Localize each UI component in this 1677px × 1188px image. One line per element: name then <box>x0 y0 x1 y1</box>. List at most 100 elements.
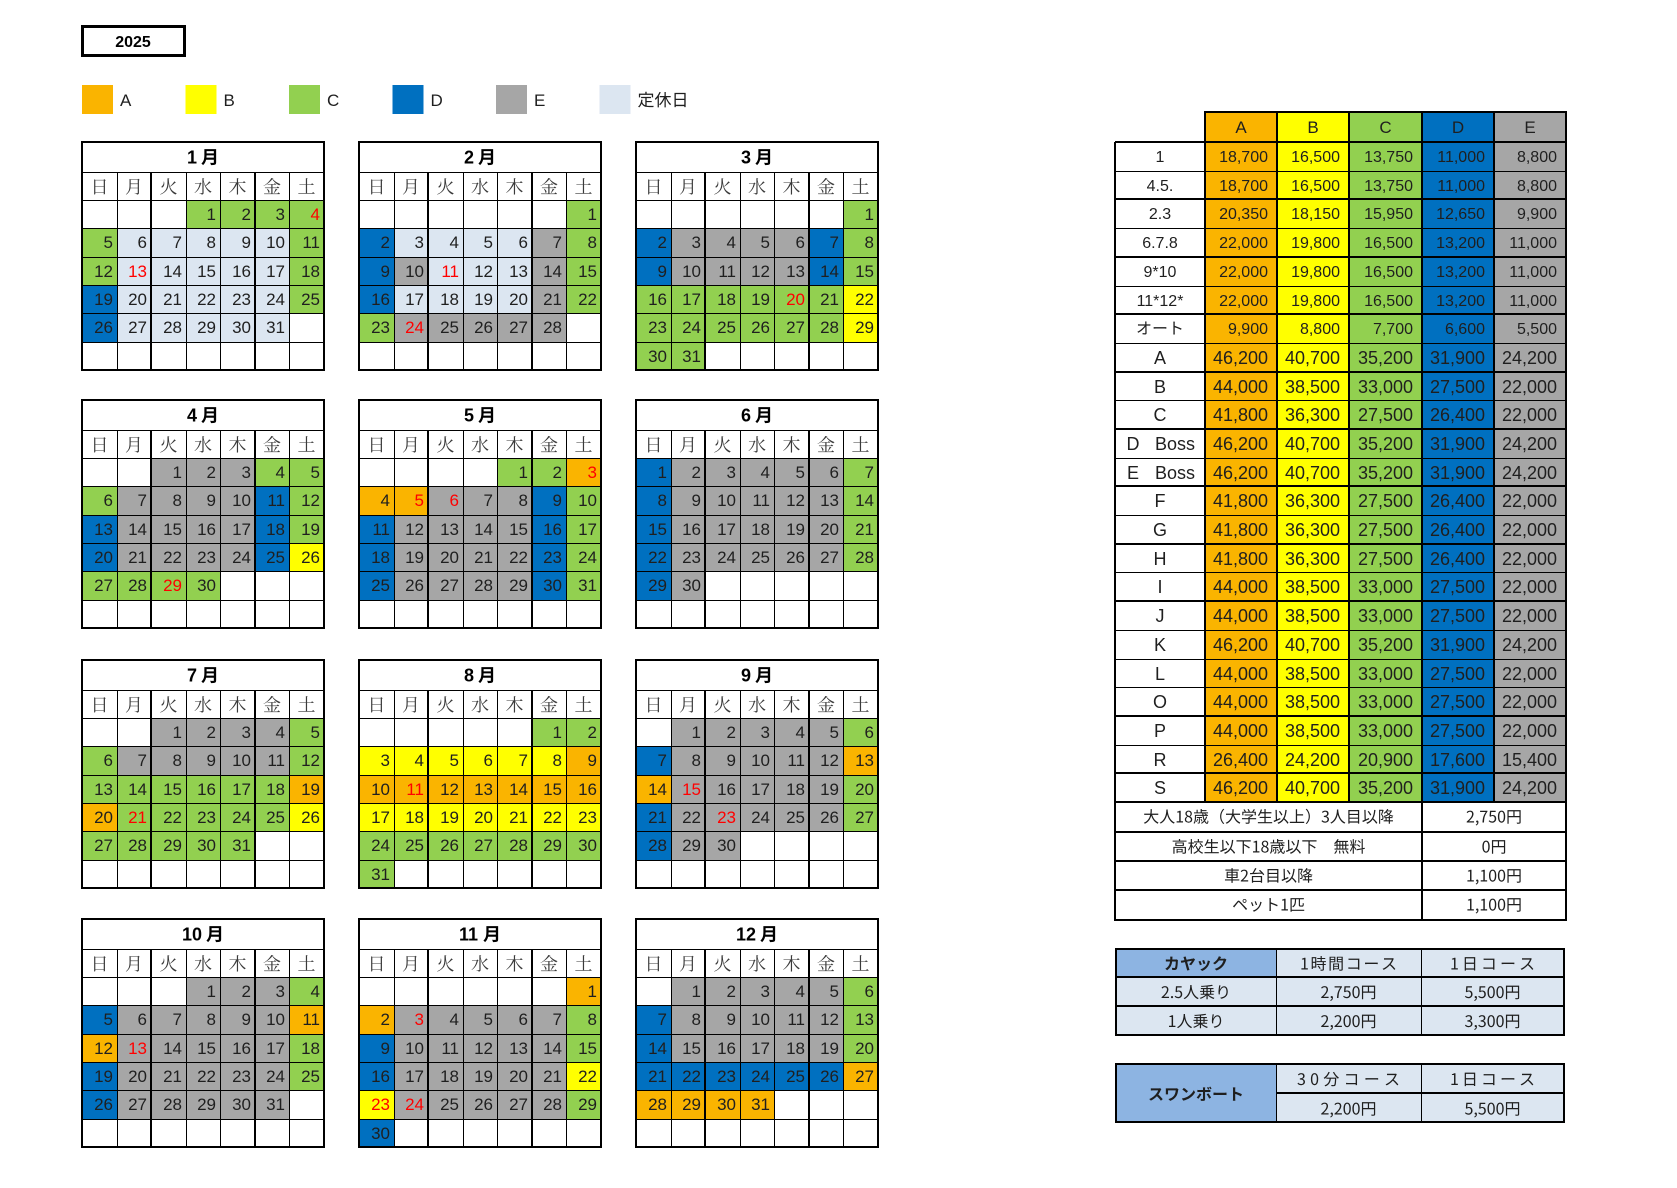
svg-text:18: 18 <box>405 808 424 827</box>
svg-text:25: 25 <box>751 548 770 567</box>
svg-text:12: 12 <box>474 262 493 281</box>
svg-text:10: 10 <box>371 780 390 799</box>
svg-text:27: 27 <box>128 318 147 337</box>
svg-text:26: 26 <box>820 808 839 827</box>
svg-text:31,900: 31,900 <box>1430 778 1485 798</box>
svg-text:22,000: 22,000 <box>1219 293 1268 310</box>
svg-text:17: 17 <box>578 520 597 539</box>
svg-text:14: 14 <box>163 1039 182 1058</box>
svg-text:29: 29 <box>509 576 528 595</box>
svg-text:22,000: 22,000 <box>1502 721 1557 741</box>
svg-text:22: 22 <box>197 1067 216 1086</box>
svg-text:10: 10 <box>405 1039 424 1058</box>
svg-text:24: 24 <box>232 808 251 827</box>
svg-text:19,800: 19,800 <box>1291 264 1340 281</box>
svg-text:31: 31 <box>751 1095 770 1114</box>
svg-text:22: 22 <box>197 290 216 309</box>
svg-text:20: 20 <box>440 548 459 567</box>
svg-text:23: 23 <box>648 318 667 337</box>
svg-text:20: 20 <box>509 290 528 309</box>
svg-text:13: 13 <box>509 1039 528 1058</box>
svg-text:30: 30 <box>648 347 667 366</box>
svg-text:26: 26 <box>440 836 459 855</box>
svg-text:16: 16 <box>648 290 667 309</box>
svg-text:5: 5 <box>464 406 474 426</box>
svg-text:8: 8 <box>207 1010 216 1029</box>
svg-text:13,200: 13,200 <box>1436 264 1485 281</box>
svg-text:15: 15 <box>163 780 182 799</box>
svg-text:20: 20 <box>855 780 874 799</box>
svg-text:4: 4 <box>761 463 770 482</box>
svg-text:23: 23 <box>371 1095 390 1114</box>
svg-text:16: 16 <box>197 780 216 799</box>
svg-text:18,700: 18,700 <box>1219 178 1268 195</box>
svg-text:16: 16 <box>578 780 597 799</box>
svg-text:14: 14 <box>855 491 874 510</box>
svg-text:17: 17 <box>405 1067 424 1086</box>
svg-text:23: 23 <box>197 548 216 567</box>
svg-text:17: 17 <box>751 780 770 799</box>
svg-text:5: 5 <box>830 982 839 1001</box>
svg-text:28: 28 <box>509 836 528 855</box>
svg-text:19: 19 <box>301 780 320 799</box>
svg-text:9: 9 <box>242 233 251 252</box>
svg-text:7: 7 <box>658 1010 667 1029</box>
svg-text:1: 1 <box>658 463 667 482</box>
svg-text:20: 20 <box>94 548 113 567</box>
svg-text:18,150: 18,150 <box>1291 206 1340 223</box>
svg-text:30: 30 <box>371 1124 390 1143</box>
svg-text:46,200: 46,200 <box>1213 463 1268 483</box>
svg-text:26: 26 <box>301 808 320 827</box>
svg-text:27: 27 <box>94 576 113 595</box>
svg-text:8: 8 <box>519 491 528 510</box>
svg-text:4: 4 <box>727 233 736 252</box>
svg-text:14: 14 <box>128 780 147 799</box>
svg-text:6: 6 <box>519 233 528 252</box>
svg-text:9,900: 9,900 <box>1228 321 1268 338</box>
svg-text:3: 3 <box>242 723 251 742</box>
svg-text:35,200: 35,200 <box>1358 434 1413 454</box>
svg-text:27,500: 27,500 <box>1358 549 1413 569</box>
svg-text:13,200: 13,200 <box>1436 235 1485 252</box>
svg-text:12: 12 <box>474 1039 493 1058</box>
svg-text:12: 12 <box>405 520 424 539</box>
svg-text:1: 1 <box>865 205 874 224</box>
svg-text:15: 15 <box>648 520 667 539</box>
svg-text:15: 15 <box>578 262 597 281</box>
svg-text:35,200: 35,200 <box>1358 348 1413 368</box>
svg-text:19: 19 <box>820 780 839 799</box>
svg-text:3: 3 <box>415 233 424 252</box>
svg-text:4: 4 <box>796 982 805 1001</box>
svg-text:18: 18 <box>440 1067 459 1086</box>
svg-text:10: 10 <box>682 262 701 281</box>
svg-text:19: 19 <box>751 290 770 309</box>
svg-text:40,700: 40,700 <box>1285 778 1340 798</box>
svg-text:29: 29 <box>682 836 701 855</box>
svg-text:27: 27 <box>509 1095 528 1114</box>
svg-text:16: 16 <box>371 1067 390 1086</box>
svg-text:29: 29 <box>543 836 562 855</box>
svg-text:10: 10 <box>717 491 736 510</box>
svg-text:21: 21 <box>163 1067 182 1086</box>
svg-text:15: 15 <box>855 262 874 281</box>
svg-text:31: 31 <box>266 1095 285 1114</box>
svg-text:2: 2 <box>207 723 216 742</box>
svg-text:24: 24 <box>266 1067 285 1086</box>
svg-text:21: 21 <box>474 548 493 567</box>
svg-text:12: 12 <box>820 751 839 770</box>
svg-text:5: 5 <box>311 463 320 482</box>
svg-text:21: 21 <box>509 808 528 827</box>
svg-text:19: 19 <box>820 1039 839 1058</box>
svg-text:26,400: 26,400 <box>1430 520 1485 540</box>
svg-text:13: 13 <box>820 491 839 510</box>
svg-text:40,700: 40,700 <box>1285 348 1340 368</box>
svg-text:5: 5 <box>450 751 459 770</box>
svg-text:24: 24 <box>578 548 597 567</box>
svg-text:24,200: 24,200 <box>1502 348 1557 368</box>
svg-text:H: H <box>1154 549 1167 569</box>
svg-text:24: 24 <box>371 836 390 855</box>
svg-text:21: 21 <box>128 808 147 827</box>
svg-text:13,750: 13,750 <box>1364 149 1413 166</box>
svg-text:2: 2 <box>381 1010 390 1029</box>
svg-text:44,000: 44,000 <box>1213 664 1268 684</box>
